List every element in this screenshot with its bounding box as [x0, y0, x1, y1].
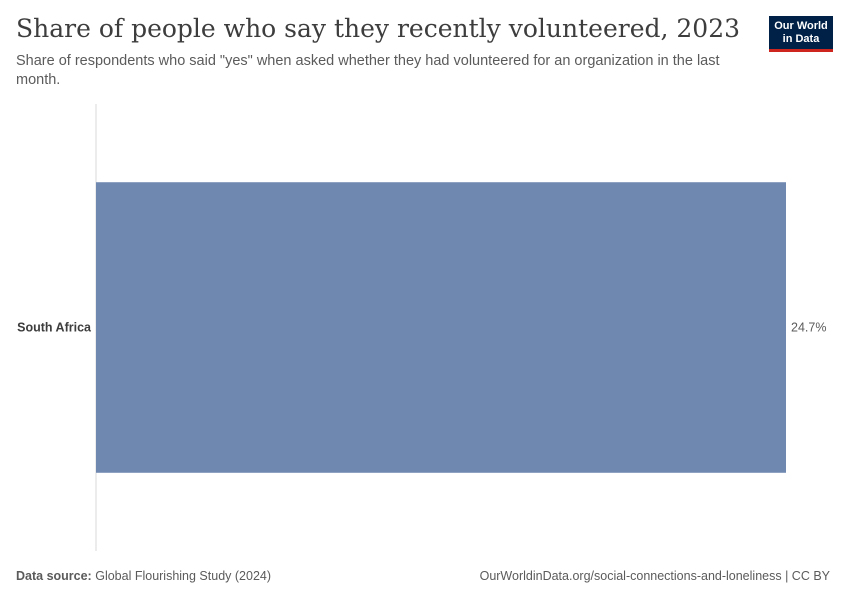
- chart-title: Share of people who say they recently vo…: [16, 14, 741, 43]
- bar[interactable]: [96, 182, 786, 473]
- data-source: Data source: Global Flourishing Study (2…: [16, 569, 271, 583]
- logo-line-2: in Data: [782, 32, 820, 45]
- data-source-label: Data source:: [16, 569, 92, 583]
- source-url[interactable]: OurWorldinData.org/social-connections-an…: [479, 569, 830, 583]
- logo-line-1: Our World: [774, 20, 828, 32]
- owid-logo[interactable]: Our World in Data: [769, 16, 833, 52]
- data-source-link[interactable]: Global Flourishing Study (2024): [95, 569, 272, 583]
- category-label: South Africa: [17, 321, 92, 335]
- chart-subtitle: Share of respondents who said "yes" when…: [16, 53, 720, 88]
- value-label: 24.7%: [791, 321, 826, 335]
